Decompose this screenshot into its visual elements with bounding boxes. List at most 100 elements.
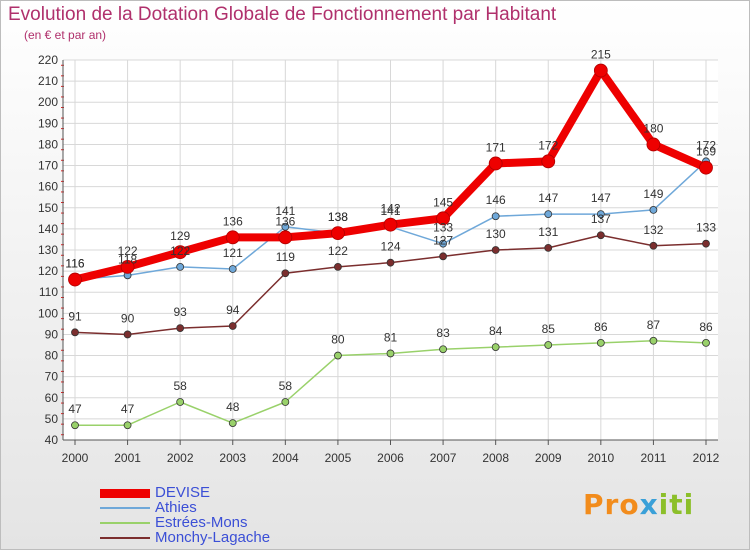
data-point (71, 421, 79, 430)
data-point (228, 322, 237, 330)
data-point (649, 241, 658, 250)
y-tick-label: 80 (45, 349, 59, 363)
data-point (488, 156, 503, 171)
data-label: 83 (436, 326, 450, 340)
data-label: 47 (68, 402, 82, 416)
data-label: 141 (380, 204, 400, 218)
y-tick-label: 200 (38, 95, 58, 109)
data-label: 86 (699, 320, 713, 334)
y-tick-label: 190 (38, 116, 58, 130)
data-point (123, 421, 132, 430)
y-tick-label: 60 (45, 391, 59, 405)
data-label: 48 (226, 400, 240, 414)
data-point (225, 230, 240, 245)
y-tick-label: 50 (45, 412, 59, 426)
data-point (281, 269, 290, 278)
data-label: 129 (170, 229, 190, 243)
x-tick-label: 2007 (430, 451, 457, 465)
y-tick-label: 170 (38, 159, 58, 173)
data-point (386, 349, 395, 358)
y-tick-label: 120 (38, 264, 58, 278)
legend-label: Monchy-Lagache (155, 529, 271, 546)
data-label: 138 (328, 210, 348, 224)
data-point (491, 343, 500, 352)
y-tick-label: 160 (38, 180, 58, 194)
legend-label: DEVISE (155, 484, 211, 501)
data-label: 172 (696, 138, 716, 152)
data-label: 81 (384, 330, 398, 344)
data-label: 121 (223, 246, 243, 260)
data-label: 141 (275, 204, 295, 218)
data-point (228, 419, 237, 428)
x-tick-label: 2004 (272, 451, 299, 465)
y-tick-label: 130 (38, 243, 58, 257)
data-point (228, 265, 237, 273)
data-label: 130 (486, 227, 506, 241)
data-point (596, 231, 605, 240)
data-point (439, 239, 447, 248)
data-point (68, 272, 82, 287)
data-point (176, 398, 185, 406)
data-label: 80 (331, 333, 345, 347)
data-label: 87 (647, 318, 661, 332)
data-point (544, 341, 553, 349)
data-point (541, 154, 556, 169)
data-point (281, 222, 290, 231)
data-point (439, 252, 447, 261)
y-tick-label: 70 (45, 370, 59, 384)
data-label: 172 (538, 138, 558, 152)
data-point (702, 239, 710, 248)
data-label: 215 (591, 48, 611, 62)
data-label: 122 (328, 244, 348, 258)
data-label: 169 (696, 145, 716, 159)
data-point (173, 245, 188, 260)
data-label: 142 (380, 202, 400, 216)
x-tick-label: 2002 (167, 451, 194, 465)
data-label: 58 (173, 379, 187, 393)
data-label: 133 (433, 221, 453, 235)
legend-swatch (100, 537, 150, 539)
data-label: 122 (118, 244, 138, 258)
data-label: 118 (118, 252, 137, 266)
x-tick-label: 2000 (62, 451, 89, 465)
x-tick-label: 2006 (377, 451, 404, 465)
logo-part: x (639, 488, 659, 521)
x-tick-label: 2010 (587, 451, 614, 465)
data-label: 149 (643, 187, 663, 201)
data-point (699, 160, 713, 175)
data-point (71, 328, 79, 337)
y-tick-label: 90 (45, 327, 59, 341)
data-point (596, 210, 605, 219)
x-tick-label: 2012 (693, 451, 720, 465)
data-label: 147 (591, 191, 611, 205)
data-label: 90 (121, 311, 135, 325)
data-label: 171 (486, 140, 506, 154)
data-point (646, 137, 661, 152)
data-point (491, 212, 500, 221)
data-point (649, 336, 658, 345)
data-point (544, 243, 553, 252)
y-tick-label: 100 (38, 306, 58, 320)
data-point (491, 246, 500, 254)
y-tick-label: 220 (38, 53, 58, 67)
x-tick-label: 2011 (641, 451, 667, 465)
data-label: 47 (121, 402, 135, 416)
data-point (649, 205, 658, 214)
data-point (278, 230, 293, 245)
data-label: 58 (279, 379, 293, 393)
data-label: 136 (223, 214, 243, 228)
legend-label: Athies (155, 499, 197, 516)
data-label: 119 (276, 250, 295, 264)
data-point (596, 338, 605, 347)
data-point (544, 210, 553, 219)
data-label: 145 (433, 195, 453, 209)
y-tick-label: 210 (38, 74, 58, 88)
data-label: 85 (542, 322, 556, 336)
data-label: 137 (591, 212, 611, 226)
data-label: 84 (489, 324, 503, 338)
legend-swatch (100, 488, 150, 498)
data-point (334, 262, 342, 271)
legend-swatch (100, 507, 150, 509)
data-label: 146 (486, 193, 506, 207)
chart-subtitle: (en € et par an) (24, 28, 107, 42)
